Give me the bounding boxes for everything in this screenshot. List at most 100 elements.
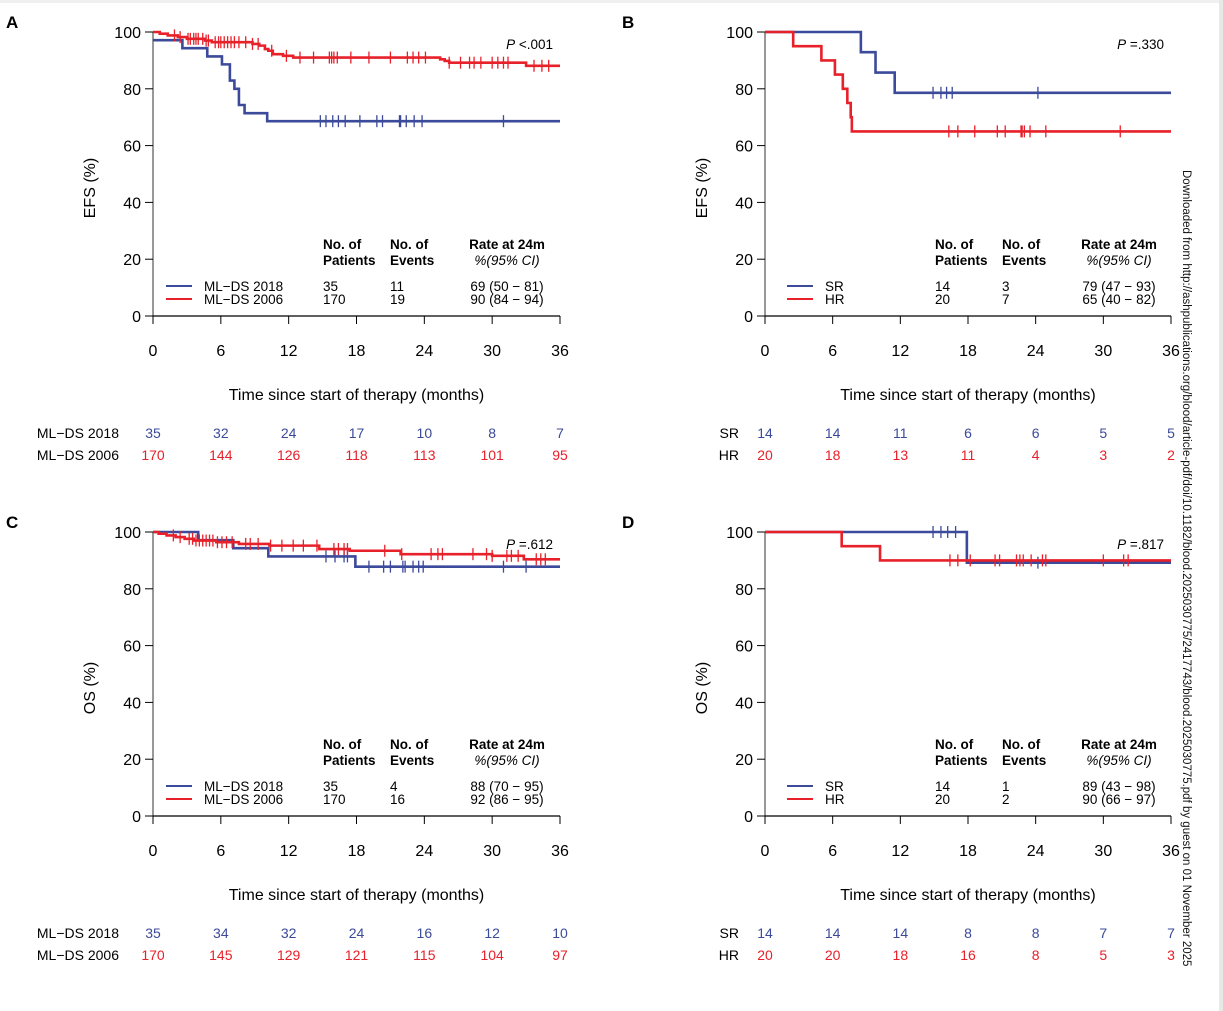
legend-events: 2: [1002, 792, 1010, 807]
legend-series-name: HR: [825, 792, 845, 807]
y-tick-label: 20: [123, 252, 141, 269]
km-curve-red: [765, 30, 1171, 133]
y-axis-title: OS (%): [694, 662, 711, 714]
risk-table-count-blue: 6: [964, 425, 972, 441]
p-value: P <.001: [506, 37, 553, 52]
y-tick-label: 20: [735, 252, 753, 269]
risk-table-count-red: 104: [480, 947, 504, 963]
legend-rate: 90 (84 − 94): [470, 292, 543, 307]
legend-patients: 20: [935, 792, 950, 807]
x-tick-label: 24: [415, 843, 433, 860]
legend-rate: 79 (47 − 93): [1082, 279, 1155, 294]
legend-events: 3: [1002, 279, 1010, 294]
x-tick-label: 30: [1094, 843, 1112, 860]
risk-table-label: ML−DS 2006: [37, 947, 119, 963]
page-scrollbar[interactable]: [1219, 0, 1223, 1011]
legend-header-events-2: Events: [390, 253, 434, 268]
legend-rate: 65 (40 − 82): [1082, 292, 1155, 307]
watermark-text: Downloaded from http://ashpublications.o…: [1180, 170, 1192, 967]
y-axis-title: OS (%): [82, 662, 99, 714]
y-tick-label: 100: [114, 25, 141, 42]
panel-c: C 0 20 40 60 80 100 OS (%) 0 6 12 18 24 30 36 Time sinc…: [6, 513, 569, 963]
y-tick-label: 0: [744, 309, 753, 326]
x-axis-title: Time since start of therapy (months): [840, 387, 1096, 404]
risk-table-count-red: 101: [480, 447, 504, 463]
risk-table-count-blue: 32: [213, 425, 229, 441]
km-curve-blue: [153, 530, 560, 568]
x-tick-label: 24: [1027, 843, 1045, 860]
x-axis-title: Time since start of therapy (months): [840, 887, 1096, 904]
risk-table-count-blue: 8: [488, 425, 496, 441]
y-tick-label: 40: [735, 195, 753, 212]
risk-table-count-blue: 16: [417, 925, 433, 941]
legend-series-name: ML−DS 2018: [204, 279, 283, 294]
y-tick-label: 20: [735, 752, 753, 769]
legend-header-patients-2: Patients: [323, 253, 376, 268]
panel-label: B: [622, 13, 634, 32]
x-tick-label: 30: [483, 843, 501, 860]
x-tick-label: 30: [1094, 343, 1112, 360]
risk-table-count-blue: 12: [484, 925, 500, 941]
x-tick-label: 0: [149, 343, 158, 360]
legend-series-name: SR: [825, 279, 844, 294]
legend-patients: 14: [935, 779, 951, 794]
legend-header-patients-2: Patients: [935, 253, 988, 268]
legend-rate: 92 (86 − 95): [470, 792, 543, 807]
download-watermark: Downloaded from http://ashpublications.o…: [1180, 170, 1192, 1000]
y-axis-title: EFS (%): [694, 158, 711, 218]
risk-table-count-red: 121: [345, 947, 369, 963]
legend-rate: 88 (70 − 95): [470, 779, 543, 794]
risk-table-count-blue: 32: [281, 925, 297, 941]
km-curve-red: [153, 530, 560, 561]
legend-header-events-1: No. of: [390, 737, 429, 752]
x-tick-label: 18: [959, 843, 977, 860]
legend-header-rate-1: Rate at 24m: [469, 737, 545, 752]
risk-table-count-blue: 17: [349, 425, 365, 441]
risk-table-count-red: 145: [209, 947, 233, 963]
risk-table-count-blue: 5: [1099, 425, 1107, 441]
legend-events: 19: [390, 292, 405, 307]
y-tick-label: 60: [123, 139, 141, 156]
y-tick-label: 80: [735, 582, 753, 599]
risk-table-label: HR: [719, 447, 739, 463]
legend-series-name: ML−DS 2006: [204, 792, 283, 807]
x-tick-label: 36: [1162, 343, 1180, 360]
risk-table-count-blue: 14: [757, 425, 773, 441]
x-tick-label: 6: [828, 843, 837, 860]
risk-table-label: ML−DS 2018: [37, 925, 119, 941]
risk-table-count-red: 20: [757, 947, 773, 963]
y-tick-label: 60: [123, 639, 141, 656]
legend-patients: 35: [323, 779, 338, 794]
p-value: P =.817: [1117, 537, 1164, 552]
risk-table-count-blue: 6: [1032, 425, 1040, 441]
risk-table-count-red: 18: [825, 447, 841, 463]
km-curve-red: [153, 30, 560, 68]
y-tick-label: 80: [735, 82, 753, 99]
risk-table-count-red: 129: [277, 947, 301, 963]
km-curve-blue: [153, 38, 560, 123]
risk-table-count-red: 4: [1032, 447, 1040, 463]
legend-header-patients-1: No. of: [323, 737, 362, 752]
legend-events: 16: [390, 792, 405, 807]
legend-events: 1: [1002, 779, 1010, 794]
legend-header-events-1: No. of: [1002, 737, 1041, 752]
x-tick-label: 30: [483, 343, 501, 360]
risk-table-count-red: 13: [893, 447, 909, 463]
legend-rate: 69 (50 − 81): [470, 279, 543, 294]
panel-a: A 0 20 40 60 80 100 EFS (%) 0 6 12 18 24 30 36 Time sin…: [6, 13, 569, 463]
y-tick-label: 0: [744, 809, 753, 826]
x-tick-label: 6: [216, 843, 225, 860]
x-tick-label: 12: [280, 843, 298, 860]
legend-header-rate-1: Rate at 24m: [469, 237, 545, 252]
risk-table-count-red: 20: [757, 447, 773, 463]
risk-table-count-red: 118: [345, 447, 368, 463]
x-tick-label: 18: [348, 843, 366, 860]
y-tick-label: 40: [123, 695, 141, 712]
x-tick-label: 36: [551, 343, 569, 360]
risk-table-count-red: 5: [1099, 947, 1107, 963]
risk-table-count-blue: 24: [349, 925, 365, 941]
risk-table-count-blue: 11: [893, 425, 908, 441]
km-curve-blue: [765, 30, 1171, 95]
